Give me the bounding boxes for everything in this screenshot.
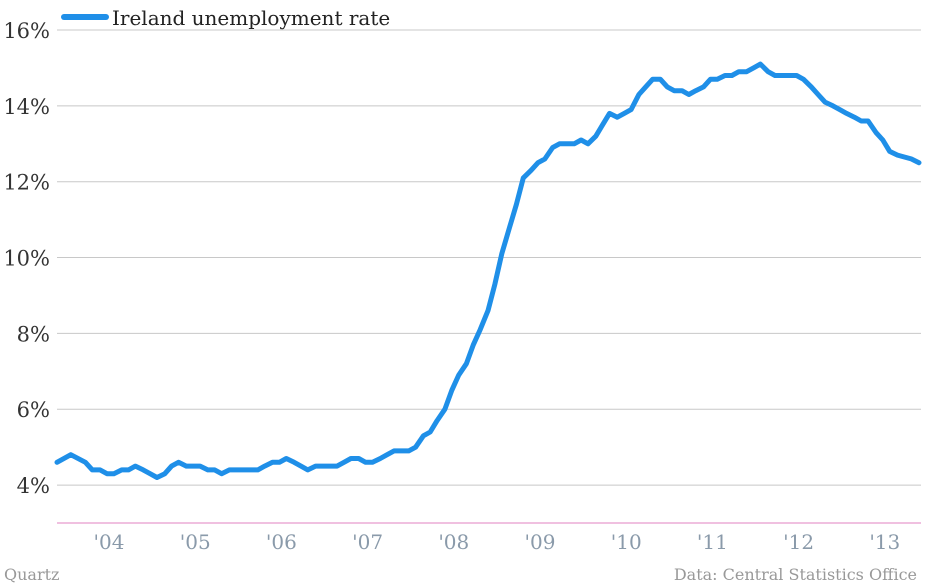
- y-tick-label: 12%: [3, 171, 50, 195]
- series-line: [54, 61, 922, 480]
- x-axis-ticks: '04 '05 '06 '07 '08 '09 '10 '11 '12 '13: [94, 530, 901, 554]
- y-tick-label: 14%: [3, 95, 50, 119]
- source-credit: Quartz: [4, 565, 59, 584]
- gridlines: [57, 29, 921, 486]
- y-tick-label: 6%: [17, 398, 50, 422]
- x-tick-label: '11: [697, 530, 728, 554]
- series-layer: [54, 61, 922, 480]
- x-tick-label: '12: [783, 530, 814, 554]
- x-tick-label: '08: [438, 530, 469, 554]
- y-tick-label: 16%: [3, 19, 50, 43]
- x-tick-label: '04: [94, 530, 125, 554]
- data-source: Data: Central Statistics Office: [674, 565, 917, 584]
- legend-label: Ireland unemployment rate: [112, 6, 390, 30]
- x-tick-label: '09: [525, 530, 556, 554]
- x-tick-label: '07: [352, 530, 383, 554]
- y-tick-label: 4%: [17, 474, 50, 498]
- legend: Ireland unemployment rate: [61, 6, 390, 30]
- x-tick-label: '13: [869, 530, 900, 554]
- x-tick-label: '05: [180, 530, 211, 554]
- x-tick-label: '06: [266, 530, 297, 554]
- y-tick-label: 10%: [3, 247, 50, 271]
- y-tick-label: 8%: [17, 322, 50, 346]
- y-axis-ticks: 4% 6% 8% 10% 12% 14% 16%: [3, 19, 50, 498]
- x-tick-label: '10: [611, 530, 642, 554]
